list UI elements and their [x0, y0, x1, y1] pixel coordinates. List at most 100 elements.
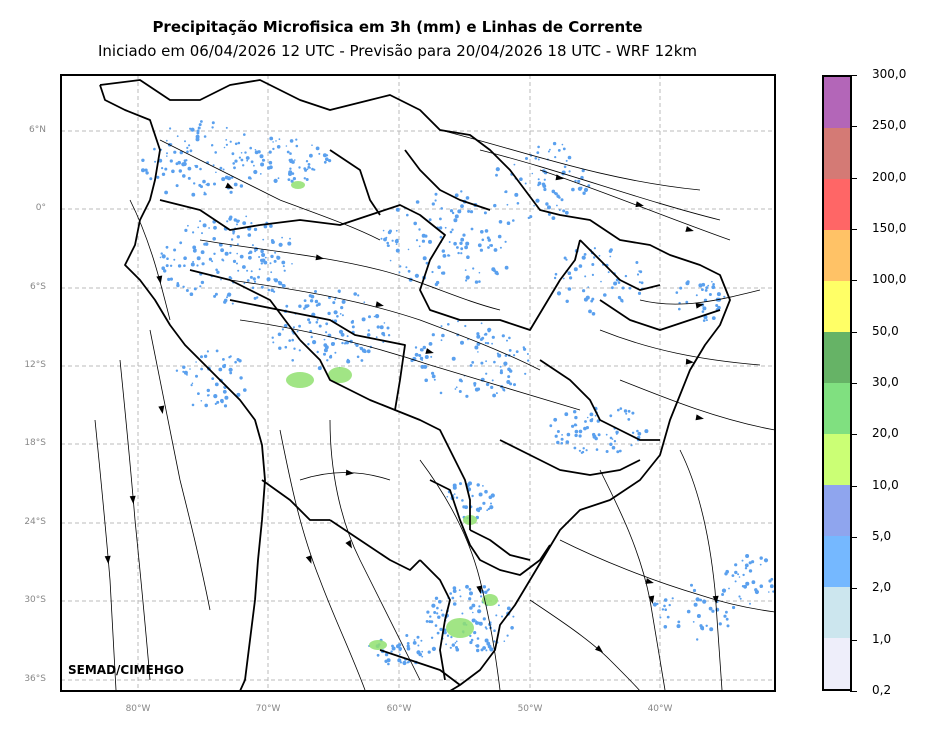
precip-speck: [438, 226, 443, 230]
precip-speck: [638, 281, 642, 284]
streamline-arrowhead: [129, 495, 136, 504]
precip-speck: [420, 639, 423, 642]
precip-speck: [214, 292, 218, 296]
precip-speck: [738, 576, 741, 578]
precip-speck: [237, 269, 240, 272]
precip-speck: [399, 649, 402, 652]
precip-speck: [605, 433, 608, 436]
precip-speck: [506, 203, 509, 206]
precip-speck: [627, 409, 631, 413]
precip-speck: [491, 335, 495, 339]
precip-speck: [190, 127, 195, 132]
precip-speck: [751, 560, 755, 564]
precip-speck: [609, 414, 613, 418]
precip-speck: [368, 315, 371, 319]
precip-speck: [224, 395, 229, 400]
lat-label-6s: 6°S: [30, 282, 46, 292]
precip-speck: [230, 238, 234, 241]
precip-speck: [424, 378, 429, 383]
precip-speck: [281, 284, 286, 288]
precip-speck: [309, 299, 314, 303]
precip-speck: [725, 569, 729, 574]
precip-speck: [386, 658, 391, 663]
precip-speck: [475, 644, 477, 647]
precip-speck: [339, 313, 342, 315]
precip-speck: [718, 622, 722, 626]
precip-speck: [182, 365, 186, 369]
precip-speck: [340, 332, 345, 337]
precip-speck: [214, 151, 217, 154]
precip-speck: [167, 277, 171, 281]
precip-speck: [215, 171, 217, 174]
precip-speck: [685, 281, 690, 286]
precip-speck: [178, 169, 182, 173]
precip-speck: [421, 655, 424, 658]
precip-speck: [283, 269, 286, 272]
precip-speck: [251, 286, 255, 290]
streamline-arrowhead: [158, 405, 165, 414]
precip-speck: [271, 336, 274, 339]
precip-speck: [426, 610, 430, 614]
precip-speck: [305, 178, 309, 181]
colorbar-tick: [850, 383, 857, 384]
precip-speck: [363, 349, 367, 354]
precip-speck: [187, 166, 192, 171]
precip-speck: [631, 431, 635, 434]
precip-speck: [244, 151, 247, 154]
precip-speck: [405, 634, 409, 637]
precip-speck: [621, 300, 624, 303]
precip-speck: [460, 340, 464, 345]
map-title: Precipitação Microfisica em 3h (mm) e Li…: [152, 18, 643, 36]
precip-speck: [325, 157, 329, 161]
precip-speck: [692, 621, 695, 623]
colorbar: [822, 75, 852, 691]
precip-speck: [477, 609, 482, 614]
precip-speck: [323, 160, 327, 164]
precip-speck: [503, 389, 506, 392]
precip-speck: [223, 300, 227, 304]
precip-speck: [205, 183, 208, 186]
precip-speck: [240, 152, 243, 154]
colorbar-segment: [824, 179, 850, 230]
precip-speck: [195, 134, 200, 139]
precip-speck: [383, 322, 386, 324]
precip-speck: [195, 361, 197, 363]
precip-speck: [533, 204, 535, 207]
precip-speck: [236, 235, 240, 239]
precip-speck: [259, 173, 262, 175]
precip-speck: [624, 274, 628, 278]
precip-speck: [367, 329, 370, 332]
lat-label-0: 0°: [35, 203, 46, 213]
precip-speck: [421, 233, 426, 238]
precip-speck: [214, 402, 217, 405]
colorbar-tick: [850, 75, 857, 76]
precip-speck: [590, 299, 594, 303]
colorbar-segment: [824, 434, 850, 485]
precip-speck: [223, 404, 228, 408]
streamline-arrowhead: [685, 358, 694, 365]
precip-speck: [611, 445, 616, 450]
precip-speck: [228, 367, 233, 372]
precip-speck: [452, 602, 457, 606]
precip-speck: [216, 270, 220, 274]
precip-speck: [478, 492, 483, 497]
precip-speck: [304, 304, 309, 309]
precip-speck: [476, 332, 480, 336]
precip-speck: [315, 321, 319, 324]
precip-speck: [486, 342, 490, 345]
precip-speck: [356, 355, 360, 359]
precip-speck: [455, 647, 460, 652]
precip-speck: [182, 161, 187, 167]
precip-speck: [414, 346, 418, 349]
precip-speck: [350, 320, 354, 324]
precip-speck: [156, 175, 160, 179]
precip-speck: [315, 146, 320, 151]
precip-speck: [273, 278, 279, 283]
colorbar-segment: [824, 128, 850, 179]
precip-speck: [165, 245, 169, 249]
colorbar-segment: [824, 536, 850, 587]
precip-speck: [165, 264, 169, 268]
precip-speck: [454, 388, 457, 390]
precip-speck: [581, 169, 585, 173]
precip-speck: [433, 611, 437, 614]
